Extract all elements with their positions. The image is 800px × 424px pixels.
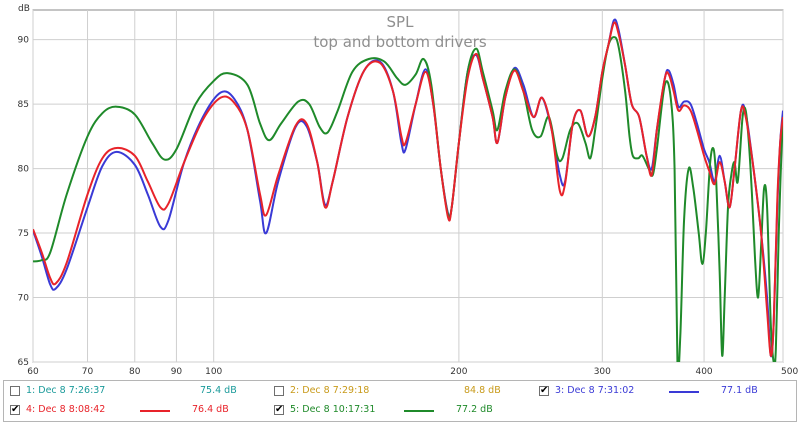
legend-value-1: 75.4 dB (200, 385, 237, 396)
series-group (33, 18, 783, 362)
legend-label-5: 5: Dec 8 10:17:31 (290, 404, 376, 415)
legend-value-4: 76.4 dB (192, 404, 229, 415)
legend: 1: Dec 8 7:26:37 75.4 dB 2: Dec 8 7:29:1… (3, 380, 797, 422)
legend-value-2: 84.8 dB (464, 385, 501, 396)
x-tick-label-200: 200 (450, 367, 467, 377)
legend-item-1[interactable]: 1: Dec 8 7:26:37 75.4 dB (10, 384, 270, 400)
legend-swatch-4 (140, 410, 170, 412)
legend-swatch-5 (404, 410, 434, 412)
legend-checkbox-1[interactable] (10, 386, 20, 396)
y-tick-label-85: 85 (18, 100, 29, 110)
legend-swatch-3 (669, 391, 699, 393)
x-tick-label-400: 400 (695, 367, 712, 377)
x-tick-label-90: 90 (171, 367, 183, 377)
legend-label-1: 1: Dec 8 7:26:37 (26, 385, 106, 396)
tick-labels: 60 70 80 90 100 200 300 400 500 Hz 65 70 75 80 85 90 (18, 36, 800, 377)
spl-chart: 60 70 80 90 100 200 300 400 500 Hz 65 70 75 80 85 90 S… (18, 4, 800, 377)
series-line-4 (33, 21, 783, 357)
y-tick-label-90: 90 (18, 36, 30, 46)
legend-item-3[interactable]: ✔ 3: Dec 8 7:31:02 77.1 dB (539, 384, 794, 400)
y-tick-label-70: 70 (18, 294, 30, 304)
legend-label-4: 4: Dec 8 8:08:42 (26, 404, 106, 415)
legend-checkbox-4[interactable]: ✔ (10, 404, 20, 415)
legend-checkbox-3[interactable]: ✔ (539, 385, 549, 396)
plot-area (32, 9, 784, 363)
series-line-3 (33, 18, 783, 358)
legend-item-4[interactable]: ✔ 4: Dec 8 8:08:42 76.4 dB (10, 403, 270, 419)
x-tick-label-80: 80 (129, 367, 141, 377)
chart-title: SPL (387, 13, 415, 31)
legend-checkbox-2[interactable] (274, 386, 284, 396)
legend-checkbox-5[interactable]: ✔ (274, 404, 284, 415)
y-tick-label-80: 80 (18, 165, 30, 175)
legend-label-3: 3: Dec 8 7:31:02 (555, 385, 635, 396)
legend-value-5: 77.2 dB (456, 404, 493, 415)
grid (32, 10, 784, 363)
y-tick-label-65: 65 (18, 358, 29, 368)
x-tick-label-100: 100 (205, 367, 222, 377)
legend-item-2[interactable]: 2: Dec 8 7:29:18 84.8 dB (274, 384, 534, 400)
x-tick-label-70: 70 (82, 367, 94, 377)
legend-label-2: 2: Dec 8 7:29:18 (290, 385, 370, 396)
legend-item-5[interactable]: ✔ 5: Dec 8 10:17:31 77.2 dB (274, 403, 534, 419)
x-tick-label-300: 300 (594, 367, 611, 377)
y-tick-label-75: 75 (18, 229, 29, 239)
x-tick-label-60: 60 (27, 367, 39, 377)
series-line-5 (33, 36, 783, 362)
y-unit-label: dB (18, 4, 30, 14)
x-tick-label-500: 500 Hz (781, 367, 800, 377)
legend-value-3: 77.1 dB (721, 385, 758, 396)
chart-subtitle: top and bottom drivers (313, 33, 486, 51)
